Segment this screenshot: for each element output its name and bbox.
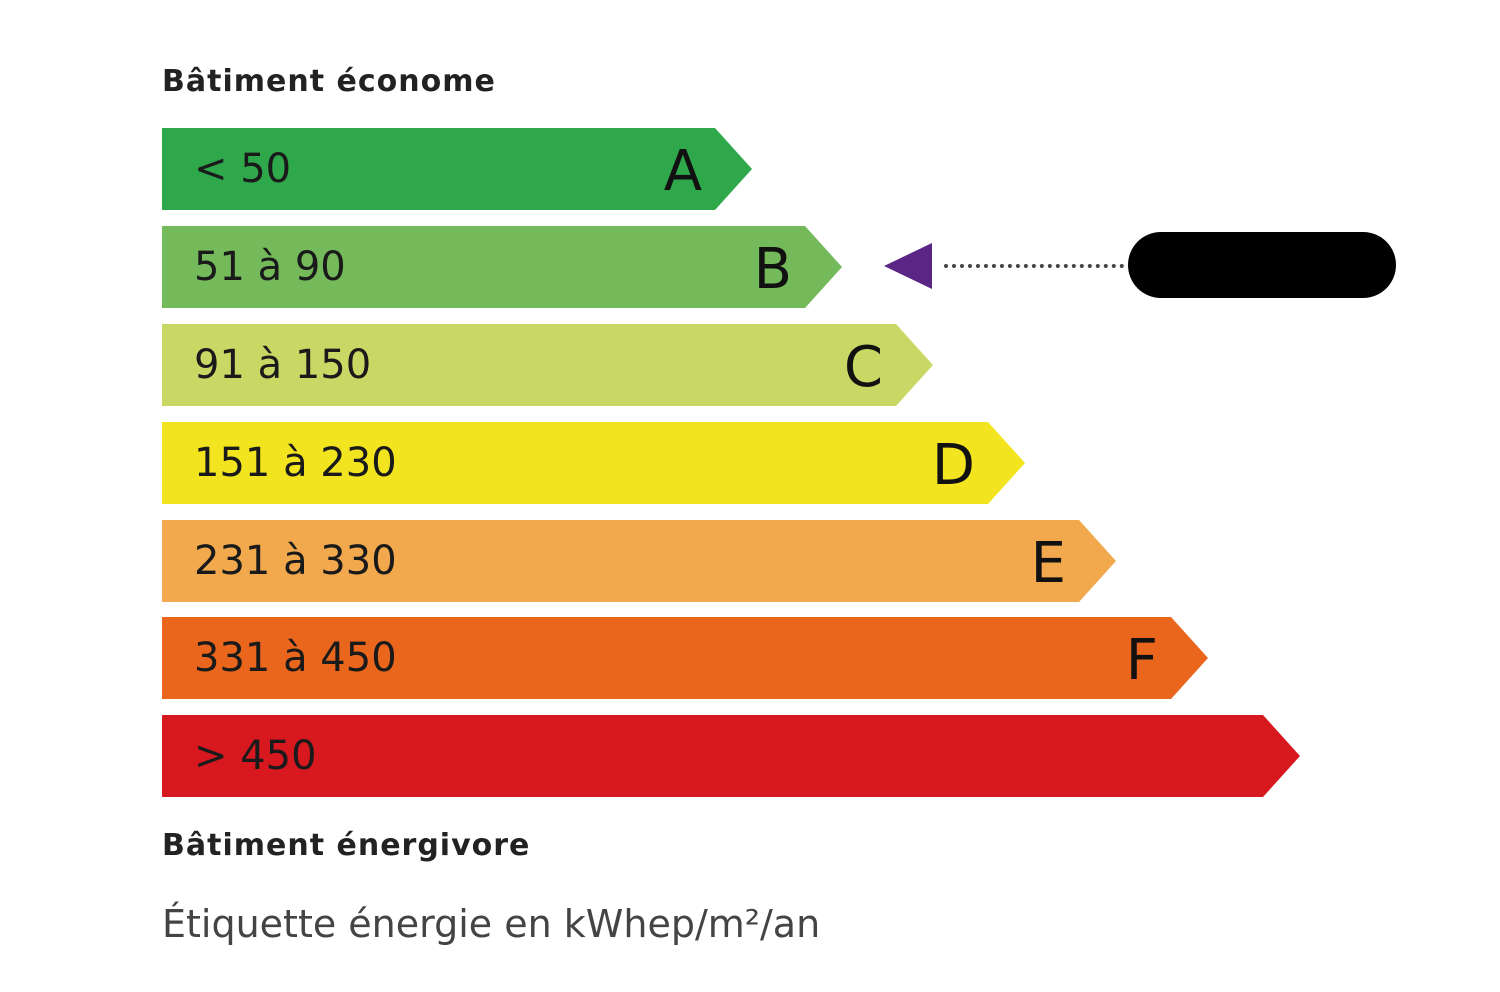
redacted-value: [1128, 232, 1396, 298]
energy-class-bar-e: 231 à 330 E: [162, 520, 1116, 602]
class-letter: F: [1125, 628, 1158, 694]
energy-class-bar-c: 91 à 150 C: [162, 324, 933, 406]
class-letter: B: [753, 237, 792, 303]
top-label: Bâtiment économe: [162, 64, 496, 99]
caption: Étiquette énergie en kWhep/m²/an: [162, 902, 821, 946]
energy-class-bar-f: 331 à 450 F: [162, 617, 1208, 699]
energy-class-bar-d: 151 à 230 D: [162, 422, 1025, 504]
class-letter: E: [1030, 531, 1066, 597]
energy-class-bar-b: 51 à 90 B: [162, 226, 842, 308]
class-range: 231 à 330: [194, 538, 397, 584]
class-range: > 450: [194, 733, 317, 779]
class-letter: A: [663, 139, 702, 205]
indicator-arrow-icon: [884, 243, 932, 289]
class-range: < 50: [194, 146, 292, 192]
class-range: 51 à 90: [194, 244, 346, 290]
class-range: 331 à 450: [194, 635, 397, 681]
class-range: 151 à 230: [194, 440, 397, 486]
class-letter: D: [931, 433, 975, 499]
energy-class-bar-a: < 50 A: [162, 128, 752, 210]
energy-class-bar-g: > 450: [162, 715, 1300, 797]
class-range: 91 à 150: [194, 342, 372, 388]
bottom-label: Bâtiment énergivore: [162, 828, 531, 863]
indicator-dotted-line: [944, 264, 1124, 268]
class-letter: C: [843, 335, 883, 401]
